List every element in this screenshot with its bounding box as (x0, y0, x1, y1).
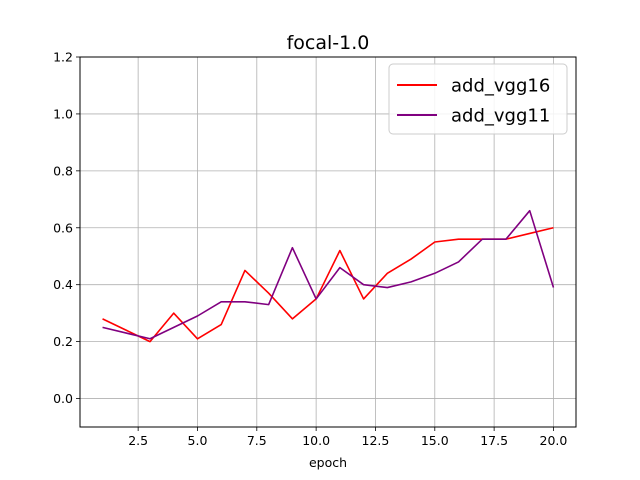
chart-title: focal-1.0 (287, 32, 370, 54)
x-tick-label: 10.0 (302, 433, 330, 448)
x-tick-label: 15.0 (421, 433, 449, 448)
x-tick-label: 7.5 (247, 433, 267, 448)
x-tick-label: 5.0 (188, 433, 208, 448)
legend-label: add_vgg11 (451, 106, 550, 127)
series-line-add_vgg16 (102, 226, 554, 343)
y-tick-label: 0.2 (53, 334, 73, 349)
legend: add_vgg16 add_vgg11 (388, 63, 568, 135)
x-axis-ticks: 2.5 5.0 7.5 10.0 12.5 15.0 17.5 20.0 (128, 427, 567, 448)
x-tick-label: 12.5 (362, 433, 390, 448)
legend-label: add_vgg16 (451, 76, 550, 97)
y-tick-label: 1.0 (53, 106, 73, 121)
x-tick-label: 2.5 (128, 433, 148, 448)
y-axis-ticks: 0.0 0.2 0.4 0.6 0.8 1.0 1.2 (53, 50, 80, 406)
x-tick-label: 17.5 (480, 433, 508, 448)
y-tick-label: 0.8 (53, 163, 73, 178)
y-tick-label: 0.4 (53, 277, 73, 292)
y-tick-label: 0.6 (53, 220, 73, 235)
series-line-add_vgg11 (102, 209, 555, 340)
y-tick-label: 0.0 (53, 391, 73, 406)
plot-area-frame (79, 56, 577, 428)
x-axis-label: epoch (309, 455, 347, 470)
series-lines (102, 209, 555, 343)
y-tick-label: 1.2 (53, 50, 73, 65)
legend-box (388, 63, 568, 135)
x-tick-label: 20.0 (540, 433, 568, 448)
